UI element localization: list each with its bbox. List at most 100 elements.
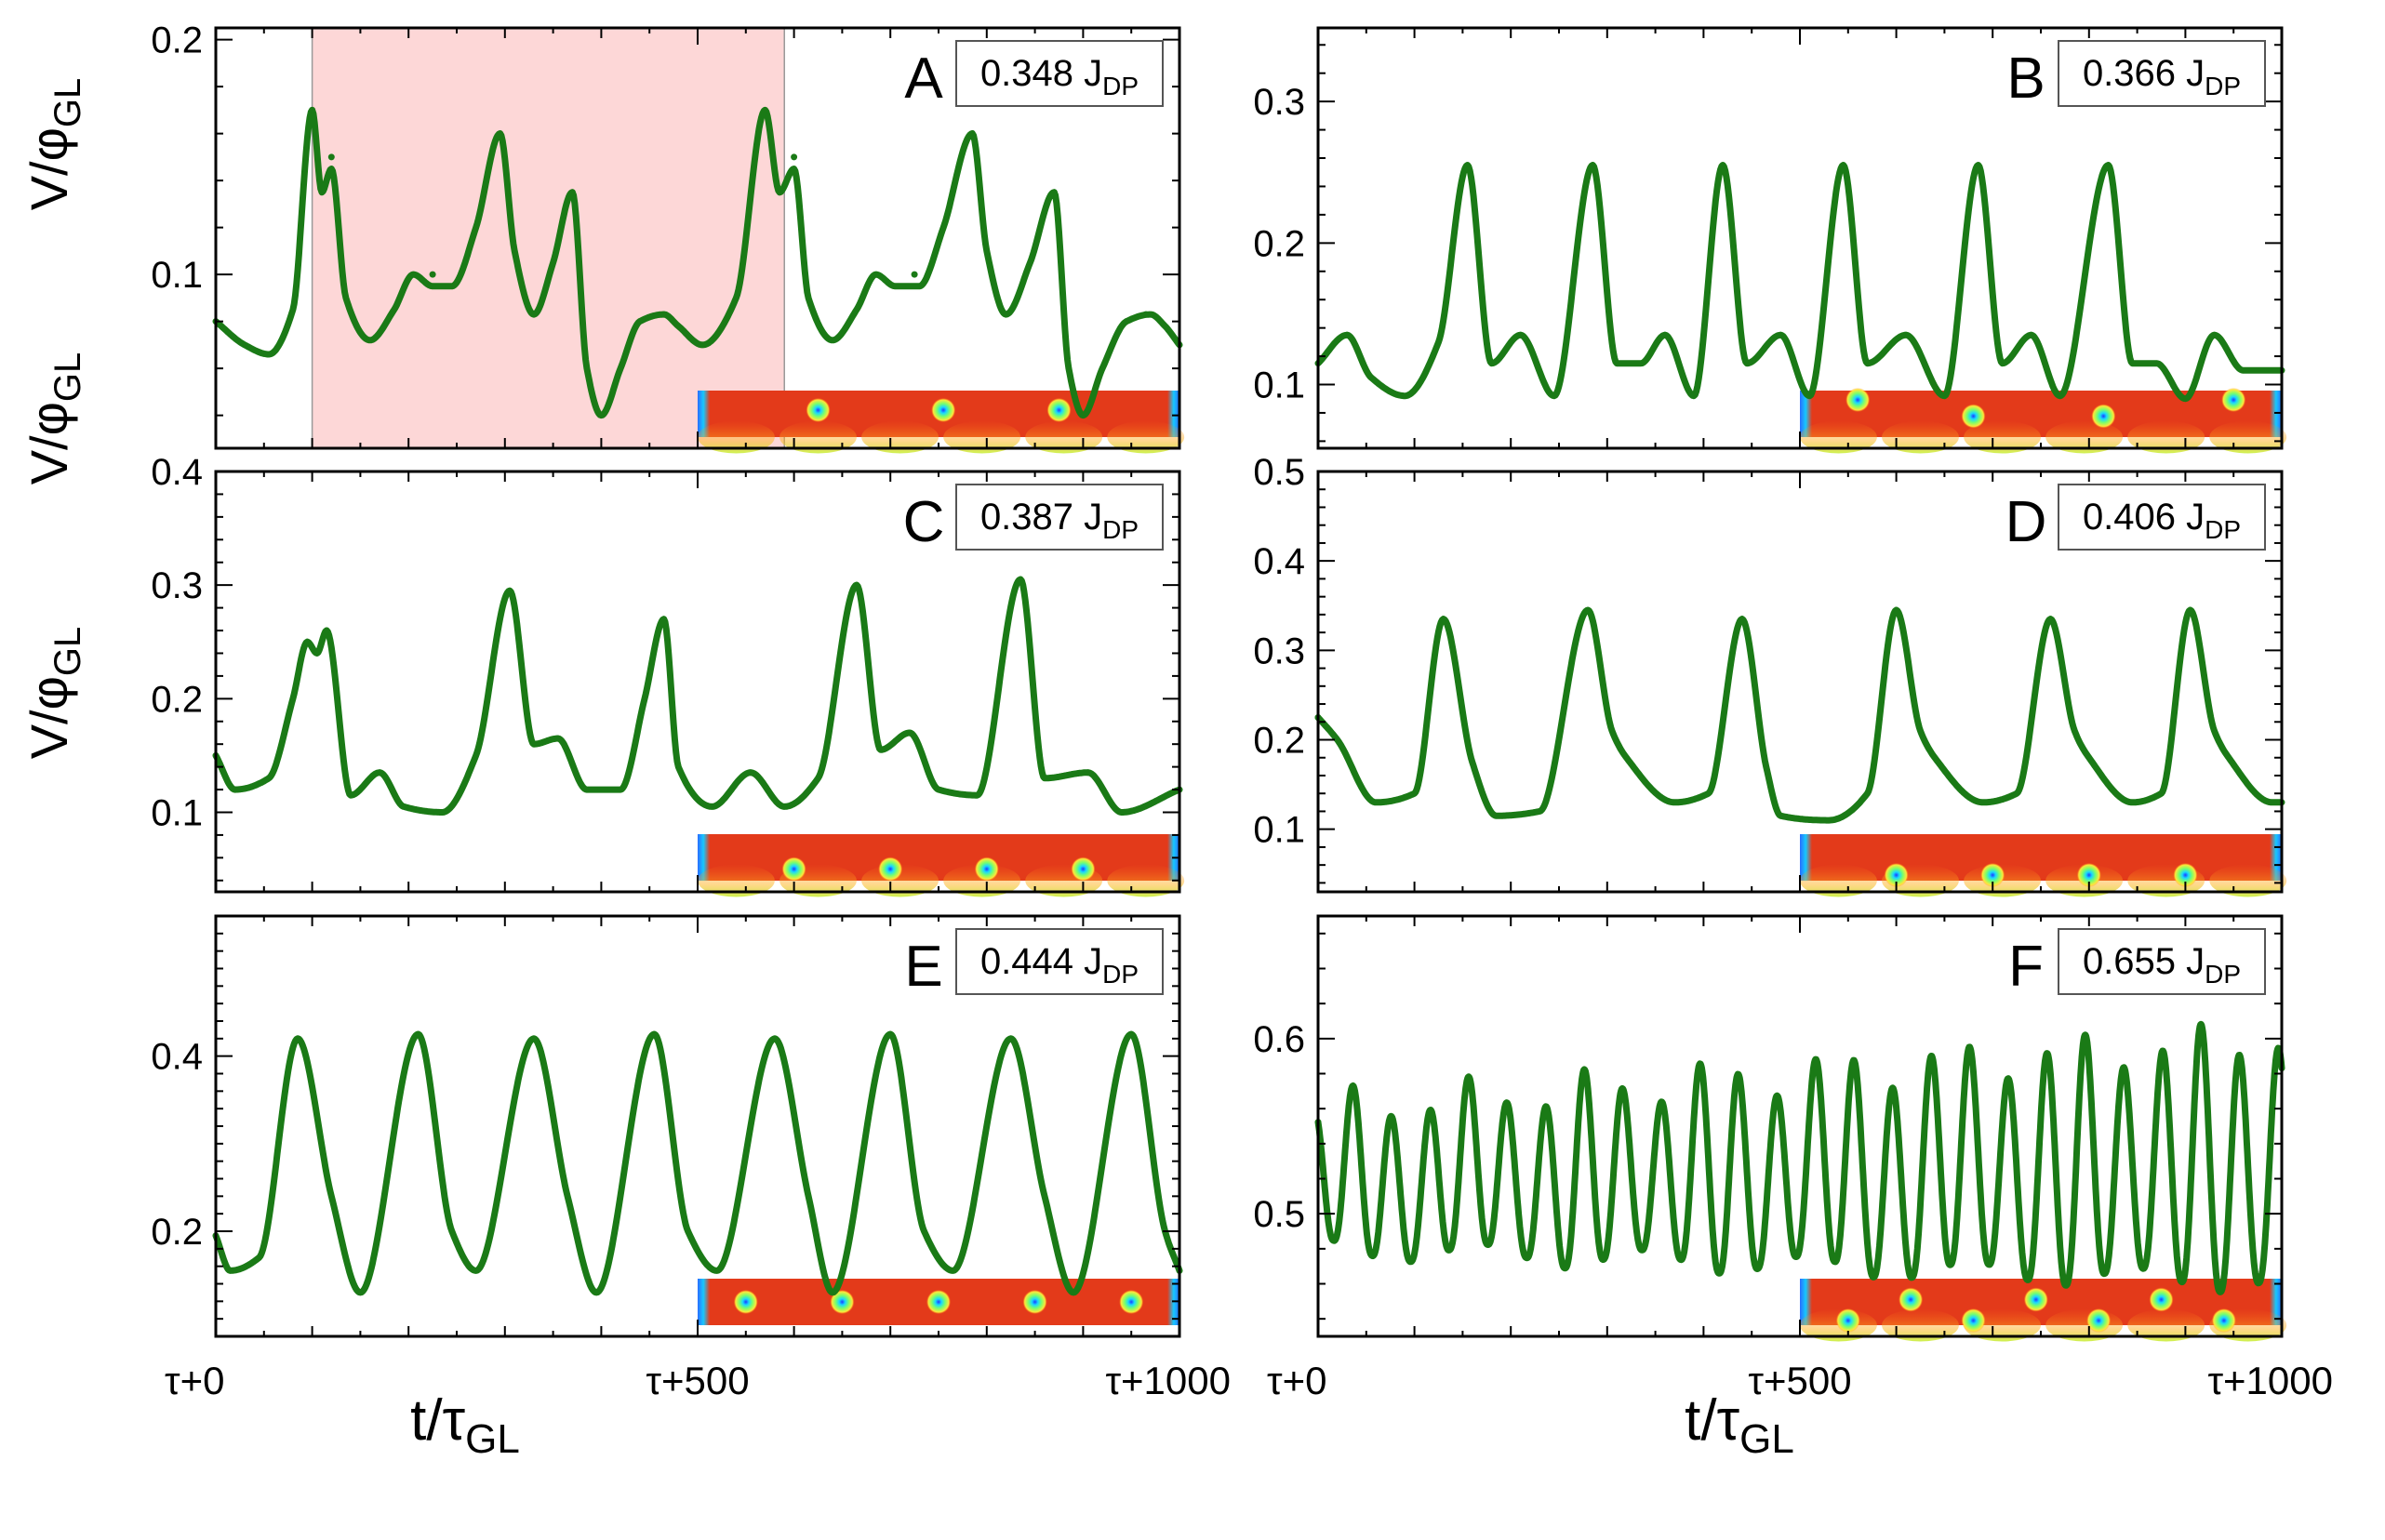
inset-vortex <box>2086 1308 2112 1333</box>
y-tick-label: 0.3 <box>151 565 203 606</box>
panel-letter: D <box>2005 490 2047 554</box>
inset-vortex <box>2221 388 2246 412</box>
series-line <box>212 1030 1183 1296</box>
inset-vortex <box>2091 404 2116 429</box>
inset-band <box>698 864 775 897</box>
inset-band <box>779 420 857 454</box>
vortex-snapshot-inset <box>698 834 1185 897</box>
x-tick-label: τ+500 <box>646 1359 749 1402</box>
peak-point <box>660 616 668 623</box>
current-value-label: 0.655 JDP <box>2083 941 2241 989</box>
panel-e: 0.2 0.4 E 0.444 JDP τ+0 τ+500 τ+1000 <box>151 914 1231 1402</box>
inset-vortex <box>926 1290 951 1314</box>
y-tick-label: 0.4 <box>1253 541 1305 582</box>
y-tick-label: 0.1 <box>1253 810 1305 851</box>
current-value-box <box>2058 40 2266 107</box>
peak-point <box>2210 331 2218 339</box>
inset-vortex <box>974 856 999 882</box>
peak-point <box>1893 606 1900 614</box>
svg-text:V/φGL: V/φGL <box>20 352 88 485</box>
y-axis-label-row3: V/φGL <box>20 627 88 760</box>
x-tick-label: τ+500 <box>1748 1359 1851 1402</box>
peak-point <box>1840 162 1847 169</box>
inset-band <box>1107 420 1185 454</box>
peak-point <box>303 638 311 645</box>
inset-background <box>1800 834 2282 881</box>
inset-vortex <box>781 856 806 882</box>
peak-point <box>1440 616 1447 623</box>
inset-vortex <box>2076 863 2101 887</box>
x-tick-label: τ+1000 <box>2207 1359 2333 1402</box>
x-tick-label: τ+0 <box>165 1359 224 1402</box>
inset-vortex <box>2211 1308 2236 1333</box>
peak-point <box>497 130 504 138</box>
vortex-snapshot-inset <box>698 391 1185 454</box>
inset-band <box>2045 420 2124 454</box>
peak-point <box>906 729 913 737</box>
series-line <box>212 576 1183 816</box>
y-tick-label: 0.3 <box>1253 82 1305 123</box>
peak-point <box>747 769 754 777</box>
peak-point <box>530 1035 538 1042</box>
inset-vortex <box>1961 404 1986 429</box>
y-tick-label: 0.2 <box>151 20 203 61</box>
peak-point <box>771 1035 779 1042</box>
series-line <box>1314 162 2285 403</box>
inset-vortex <box>1119 1290 1144 1314</box>
inset-band <box>1107 864 1185 897</box>
inset-vortex <box>1899 1287 1924 1312</box>
y-tick-label: 0.1 <box>151 255 203 296</box>
series-line <box>212 106 1183 419</box>
inset-background <box>698 834 1179 881</box>
current-value-box <box>955 484 1164 551</box>
y-tick-label: 0.1 <box>1253 365 1305 406</box>
peak-point <box>1142 311 1150 318</box>
panel-f: 0.5 0.6 F 0.655 JDP τ+0 τ+500 τ+1000 <box>1253 914 2333 1402</box>
current-value-box <box>955 928 1164 995</box>
peak-point <box>554 735 562 742</box>
inset-vortex <box>1961 1308 1986 1333</box>
x-axis-label-right: t/τGL <box>1685 1388 1794 1462</box>
inset-vortex <box>1845 388 1871 412</box>
inset-band <box>1882 1308 1959 1342</box>
series-line <box>1314 1020 2285 1295</box>
peak-point <box>1589 162 1596 169</box>
y-tick-label: 0.5 <box>1253 452 1305 493</box>
inset-vortex <box>1980 863 2005 887</box>
peak-point <box>1050 189 1058 196</box>
peak-point <box>1584 606 1592 614</box>
panel-letter: E <box>904 935 942 999</box>
vortex-snapshot-inset <box>1800 1279 2287 1342</box>
inset-band <box>943 864 1021 897</box>
vortex-snapshot-inset <box>1800 834 2287 897</box>
peak-point <box>2105 162 2112 169</box>
y-tick-label: 0.2 <box>151 679 203 720</box>
inset-vortex <box>931 398 956 422</box>
peak-point <box>323 627 330 634</box>
peak-point <box>886 1030 894 1038</box>
peak-point <box>762 106 769 113</box>
svg-text:V/φGL: V/φGL <box>20 627 88 760</box>
inset-vortex <box>2149 1287 2174 1312</box>
peak-point <box>429 271 436 278</box>
svg-text:V/φGL: V/φGL <box>20 78 88 211</box>
peak-point <box>2028 331 2035 339</box>
current-value-label: 0.444 JDP <box>980 941 1139 989</box>
peak-point <box>1517 331 1525 339</box>
peak-point <box>1007 1035 1015 1042</box>
inset-band <box>1964 420 2041 454</box>
peak-point <box>791 153 798 161</box>
y-tick-label: 0.5 <box>1253 1194 1305 1235</box>
inset-band <box>861 420 939 454</box>
peak-point <box>1127 1030 1135 1038</box>
inset-vortex <box>878 856 903 882</box>
inset-vortex <box>733 1290 758 1314</box>
panel-a: 0.1 0.2 A 0.348 JDP <box>151 20 1185 454</box>
peak-point <box>1343 331 1351 339</box>
y-tick-label: 0.2 <box>1253 223 1305 264</box>
current-value-box <box>955 40 1164 107</box>
peak-point <box>2046 616 2054 623</box>
inset-vortex <box>1046 398 1072 422</box>
peak-point <box>660 311 668 318</box>
inset-band <box>1882 420 1959 454</box>
